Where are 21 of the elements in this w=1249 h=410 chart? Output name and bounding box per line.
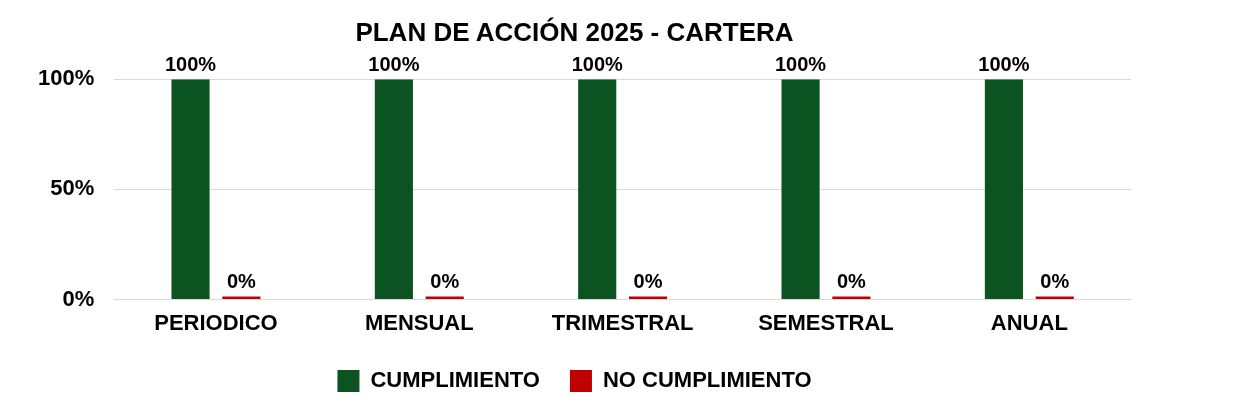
x-tick-label: ANUAL	[990, 309, 1068, 335]
legend-label: NO CUMPLIMIENTO	[602, 367, 812, 393]
x-tick-label: SEMESTRAL	[758, 309, 894, 335]
chart-title: PLAN DE ACCIÓN 2025 - CARTERA	[355, 16, 794, 47]
data-label: 0%	[226, 270, 257, 293]
y-tick-label: 0%	[62, 285, 95, 311]
data-label: 100%	[774, 52, 827, 75]
y-tick-label: 100%	[37, 65, 95, 91]
data-label: 100%	[164, 52, 217, 75]
data-label: 100%	[368, 52, 420, 75]
data-label: 0%	[430, 270, 460, 293]
data-label: 0%	[836, 270, 867, 293]
x-tick-label: PERIODICO	[154, 309, 278, 335]
data-label: 100%	[571, 52, 624, 75]
x-tick-label: MENSUAL	[364, 309, 474, 335]
data-label: 0%	[633, 270, 663, 293]
y-tick-label: 50%	[50, 175, 95, 201]
x-tick-label: TRIMESTRAL	[551, 309, 694, 335]
data-label: 0%	[1040, 270, 1070, 293]
data-label: 100%	[978, 52, 1030, 75]
legend-label: CUMPLIMIENTO	[370, 367, 540, 393]
